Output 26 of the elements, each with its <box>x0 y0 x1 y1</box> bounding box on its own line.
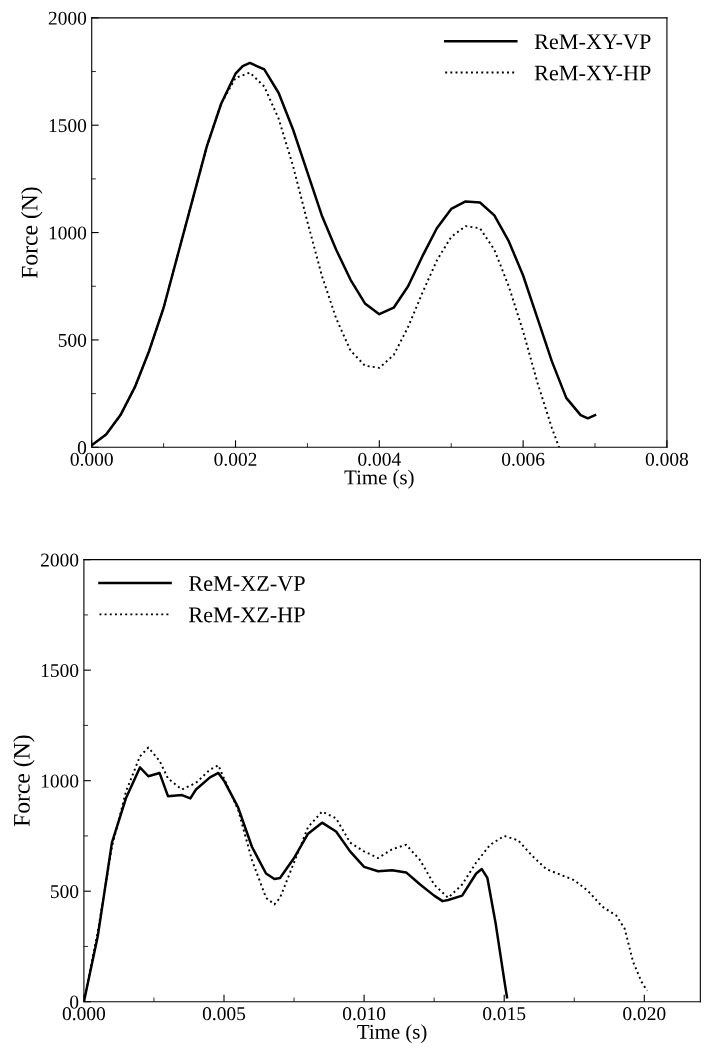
legend-label: ReM-XY-VP <box>534 34 651 50</box>
y-tick-label: 500 <box>58 333 87 347</box>
x-tick-label: 0.010 <box>342 1007 386 1021</box>
x-tick-label: 0.005 <box>202 1007 246 1021</box>
x-tick-label: 0.015 <box>483 1007 526 1021</box>
y-tick-label: 0 <box>70 995 79 1009</box>
x-tick-label: 0.006 <box>501 452 545 466</box>
y-tick-label: 1500 <box>41 663 79 678</box>
y-tick-label: 1000 <box>49 226 87 240</box>
legend-label: ReM-XZ-VP <box>188 576 305 592</box>
x-tick-label: 0.004 <box>358 452 401 466</box>
y-tick-label: 500 <box>51 885 79 899</box>
legend-label: ReM-XY-HP <box>534 65 651 81</box>
y-tick-label: 1000 <box>41 774 79 788</box>
x-tick-label: 0.002 <box>214 452 257 466</box>
x-tick-label: 0.000 <box>62 1007 106 1021</box>
x-axis-title: Time (s) <box>357 1024 427 1044</box>
x-axis-title: Time (s) <box>344 469 414 489</box>
y-axis-title: Force (N) <box>21 187 43 279</box>
y-tick-label: 1500 <box>49 119 87 133</box>
y-tick-label: 2000 <box>41 553 79 567</box>
y-tick-label: 2000 <box>48 11 87 25</box>
x-tick-label: 0.008 <box>645 452 689 466</box>
legend-label: ReM-XZ-HP <box>188 607 305 623</box>
x-tick-label: 0.020 <box>623 1007 666 1021</box>
y-axis-title: Force (N) <box>13 735 35 827</box>
